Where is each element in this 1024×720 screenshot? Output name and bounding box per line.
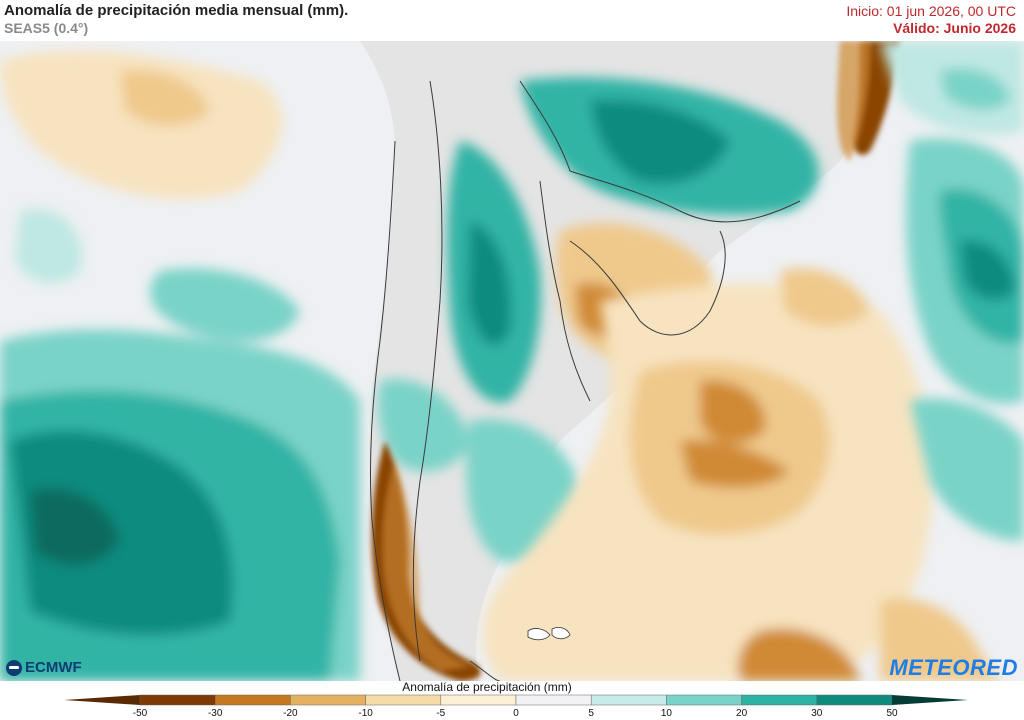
legend-color-bin [365,694,442,706]
atlantic-dry-region [482,268,1000,681]
model-subtitle: SEAS5 (0.4°) [4,20,89,36]
legend-tick-label: 50 [886,708,898,719]
valid-time: Válido: Junio 2026 [893,20,1016,36]
precipitation-anomaly-map [0,41,1024,681]
init-time: Inicio: 01 jun 2026, 00 UTC [846,3,1016,19]
legend-tick-label: -50 [132,708,148,719]
legend-arrow-high [892,695,968,705]
country-borders [369,80,801,681]
legend-tick-label: -20 [283,708,298,719]
legend-colorbar [64,694,968,706]
southern-chile-dry-strip [371,441,481,681]
meteored-logo: METEORED [889,655,1018,680]
legend-color-bin [816,694,893,706]
falkland-islands [527,627,571,641]
header-right: Inicio: 01 jun 2026, 00 UTC Válido: Juni… [846,2,1016,37]
legend-tick-label: 10 [660,708,672,719]
legend-color-bin [440,694,517,706]
legend-tick-label: -5 [436,708,446,719]
ecmwf-logo-text: ECMWF [25,659,82,676]
legend-tick-label: -30 [207,708,223,719]
pacific-dry-north [0,50,282,199]
land-wet-anomaly [378,77,819,563]
legend-color-bin [741,694,818,706]
brazil-coast-dry-strip [837,41,900,161]
color-legend: Anomalía de precipitación (mm) -50 -30 -20… [0,680,1024,720]
ecmwf-logo: ECMWF [6,659,82,676]
legend-tick-label: -10 [358,708,373,719]
legend-tick-label: 5 [588,708,594,719]
legend-color-bin [290,694,366,706]
legend-color-bin [139,694,216,706]
map-title: Anomalía de precipitación media mensual … [4,2,349,19]
legend-title: Anomalía de precipitación (mm) [402,680,572,694]
legend-color-bin [590,694,667,706]
legend-tick-label: 20 [736,708,748,719]
legend-tick-label: 30 [811,708,823,719]
legend-color-bin [666,694,742,706]
ecmwf-emblem-icon [6,659,22,676]
legend-color-bin [515,694,592,706]
atlantic-wet-region [880,41,1024,541]
pacific-wet-region [0,209,360,681]
legend-color-bin [214,694,291,706]
map-canvas [0,41,1024,681]
legend-arrow-low [64,695,140,705]
legend-tick-label: 0 [513,708,519,719]
header-left: Anomalía de precipitación media mensual … [4,2,348,37]
